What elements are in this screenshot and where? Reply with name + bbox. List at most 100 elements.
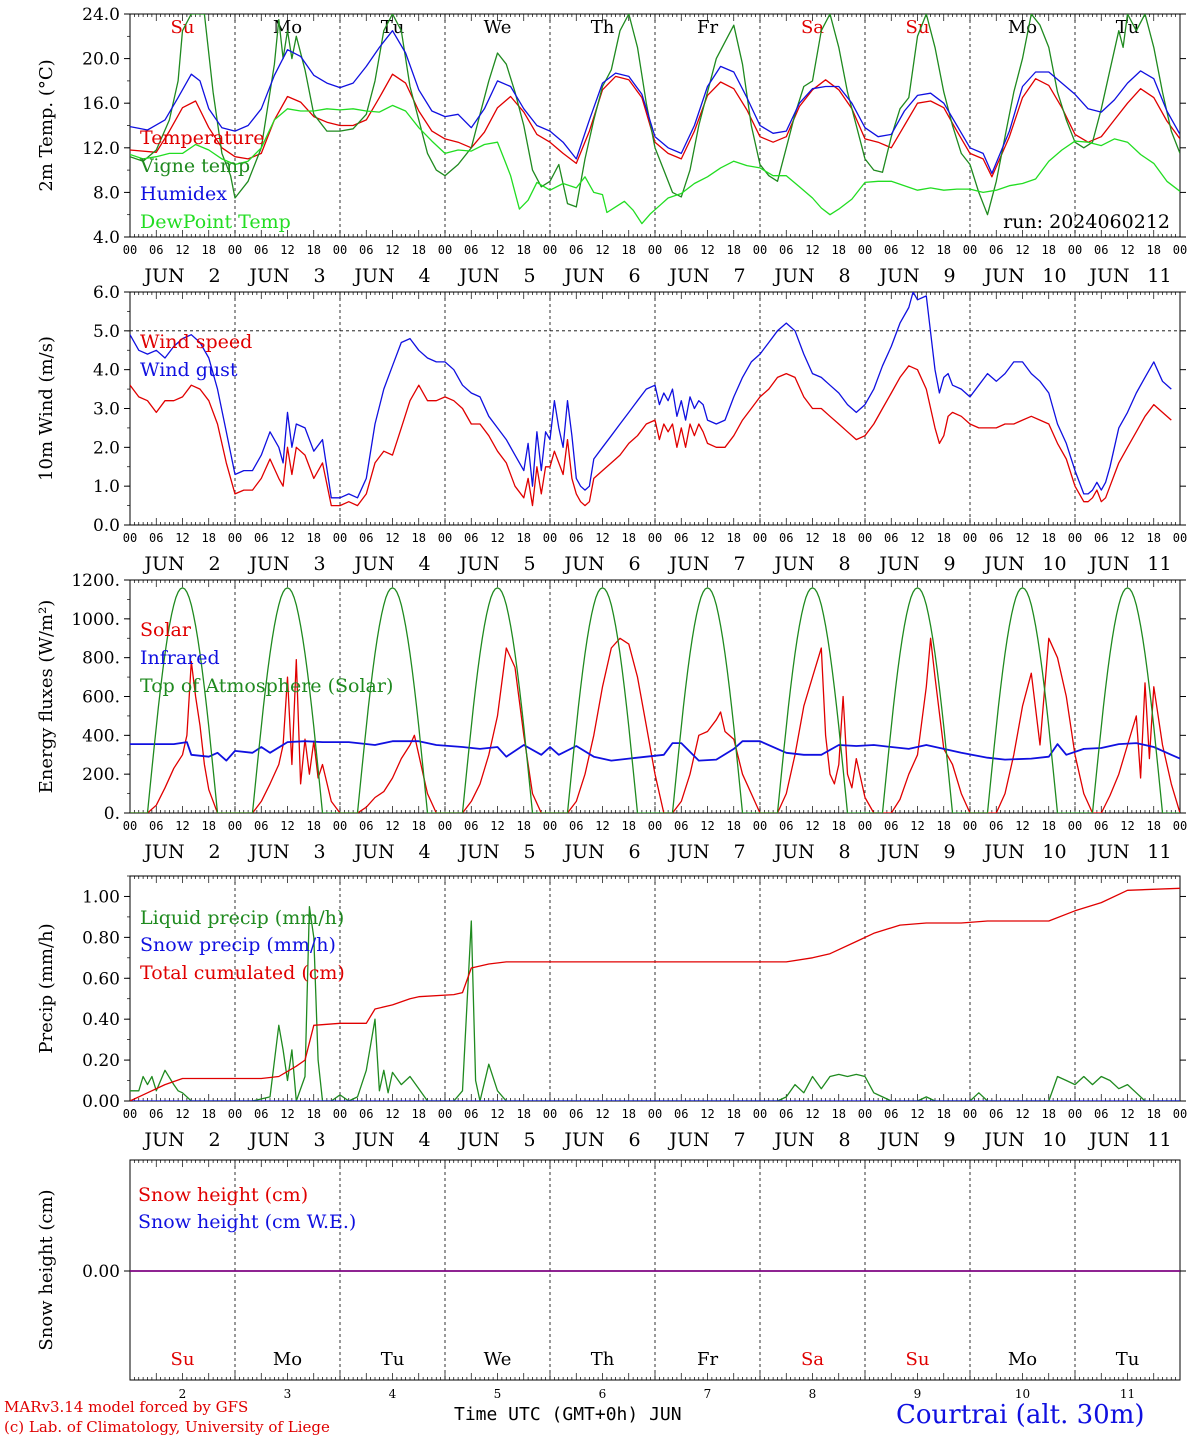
energy-hour-tick-label: 18 — [937, 819, 951, 833]
day-number-label: 7 — [704, 1387, 712, 1401]
temperature-month-label: JUN — [877, 265, 919, 287]
precip-month-label: JUN — [982, 1129, 1024, 1151]
weekday-label: Fr — [697, 17, 718, 38]
energy-hour-tick-label: 18 — [202, 819, 216, 833]
wind-hour-tick-label: 18 — [412, 531, 426, 545]
day-number-label: 5 — [494, 1387, 502, 1401]
temperature-hour-tick-label: 06 — [464, 243, 478, 257]
energy-legend-entry: Top of Atmosphere (Solar) — [140, 675, 393, 697]
temperature-hour-tick-label: 18 — [202, 243, 216, 257]
wind-hour-tick-label: 12 — [805, 531, 819, 545]
energy-hour-tick-label: 18 — [412, 819, 426, 833]
day-number-label: 9 — [914, 1387, 922, 1401]
precip-y-tick-label: 0.80 — [82, 928, 120, 948]
temperature-y-tick-label: 4.0 — [93, 228, 120, 248]
energy-day-label: 10 — [1042, 841, 1066, 863]
energy-day-label: 11 — [1147, 841, 1171, 863]
precip-hour-tick-label: 00 — [753, 1107, 767, 1121]
weekday-label: We — [484, 17, 512, 38]
energy-hour-tick-label: 00 — [753, 819, 767, 833]
precip-hour-tick-label: 12 — [700, 1107, 714, 1121]
wind-month-label: JUN — [1087, 553, 1129, 575]
energy-month-label: JUN — [1087, 841, 1129, 863]
precip-day-label: 10 — [1042, 1129, 1066, 1151]
precip-hour-tick-label: 00 — [648, 1107, 662, 1121]
energy-hour-tick-label: 06 — [569, 819, 583, 833]
wind-hour-tick-label: 06 — [1094, 531, 1108, 545]
run-label: run: 2024060212 — [1003, 211, 1170, 233]
temperature-hour-tick-label: 06 — [359, 243, 373, 257]
energy-hour-tick-label: 12 — [1015, 819, 1029, 833]
snow-legend-entry: Snow height (cm) — [138, 1184, 308, 1206]
energy-month-label: JUN — [457, 841, 499, 863]
wind-month-label: JUN — [142, 553, 184, 575]
wind-hour-tick-label: 18 — [202, 531, 216, 545]
precip-hour-tick-label: 06 — [674, 1107, 688, 1121]
day-number-label: 11 — [1120, 1387, 1135, 1401]
temperature-day-label: 8 — [838, 265, 850, 287]
precip-hour-tick-label: 00 — [123, 1107, 137, 1121]
temperature-series-dewpoint-temp — [130, 104, 1180, 225]
weekday-label: Sa — [801, 17, 824, 38]
weekday-label: Tu — [381, 1349, 405, 1370]
temperature-month-label: JUN — [667, 265, 709, 287]
energy-hour-tick-label: 00 — [438, 819, 452, 833]
precip-month-label: JUN — [1087, 1129, 1129, 1151]
energy-hour-tick-label: 00 — [963, 819, 977, 833]
wind-hour-tick-label: 18 — [622, 531, 636, 545]
precip-month-label: JUN — [667, 1129, 709, 1151]
precip-hour-tick-label: 18 — [517, 1107, 531, 1121]
energy-hour-tick-label: 12 — [1120, 819, 1134, 833]
wind-day-label: 8 — [838, 553, 850, 575]
precip-month-label: JUN — [772, 1129, 814, 1151]
energy-month-label: JUN — [142, 841, 184, 863]
temperature-y-tick-label: 8.0 — [93, 183, 120, 203]
energy-hour-tick-label: 00 — [123, 819, 137, 833]
temperature-hour-tick-label: 06 — [254, 243, 268, 257]
precip-hour-tick-label: 00 — [228, 1107, 242, 1121]
temperature-hour-tick-label: 12 — [490, 243, 504, 257]
wind-hour-tick-label: 12 — [175, 531, 189, 545]
precip-day-label: 4 — [418, 1129, 430, 1151]
temperature-hour-tick-label: 12 — [385, 243, 399, 257]
wind-hour-tick-label: 06 — [884, 531, 898, 545]
wind-hour-tick-label: 00 — [123, 531, 137, 545]
location-label: Courtrai (alt. 30m) — [896, 1400, 1145, 1430]
wind-day-label: 2 — [208, 553, 220, 575]
energy-month-label: JUN — [667, 841, 709, 863]
temperature-hour-tick-label: 18 — [517, 243, 531, 257]
energy-hour-tick-label: 00 — [648, 819, 662, 833]
precip-day-label: 8 — [838, 1129, 850, 1151]
weekday-label: Tu — [381, 17, 405, 38]
wind-month-label: JUN — [352, 553, 394, 575]
precip-hour-tick-label: 00 — [1068, 1107, 1082, 1121]
wind-y-tick-label: 1.0 — [93, 477, 120, 497]
precip-hour-tick-label: 06 — [1094, 1107, 1108, 1121]
temperature-y-tick-label: 24.0 — [82, 5, 120, 25]
temperature-hour-tick-label: 12 — [805, 243, 819, 257]
energy-hour-tick-label: 00 — [228, 819, 242, 833]
precip-day-label: 2 — [208, 1129, 220, 1151]
precip-day-label: 9 — [943, 1129, 955, 1151]
energy-hour-tick-label: 06 — [779, 819, 793, 833]
precip-legend-entry: Liquid precip (mm/h) — [140, 907, 344, 929]
temperature-hour-tick-label: 00 — [1173, 243, 1187, 257]
precip-hour-tick-label: 06 — [569, 1107, 583, 1121]
energy-hour-tick-label: 06 — [149, 819, 163, 833]
energy-y-axis-label: Energy fluxes (W/m²) — [36, 600, 57, 794]
energy-hour-tick-label: 06 — [1094, 819, 1108, 833]
energy-hour-tick-label: 06 — [464, 819, 478, 833]
model-credit-line2: (c) Lab. of Climatology, University of L… — [4, 1418, 330, 1436]
wind-y-tick-label: 4.0 — [93, 361, 120, 381]
day-number-label: 6 — [599, 1387, 607, 1401]
wind-hour-tick-label: 12 — [700, 531, 714, 545]
precip-hour-tick-label: 06 — [149, 1107, 163, 1121]
temperature-y-tick-label: 12.0 — [82, 139, 120, 159]
energy-hour-tick-label: 12 — [595, 819, 609, 833]
energy-hour-tick-label: 00 — [1068, 819, 1082, 833]
energy-hour-tick-label: 06 — [989, 819, 1003, 833]
weekday-label: Mo — [273, 1349, 302, 1370]
precip-day-label: 3 — [313, 1129, 325, 1151]
temperature-month-label: JUN — [982, 265, 1024, 287]
energy-hour-tick-label: 00 — [543, 819, 557, 833]
